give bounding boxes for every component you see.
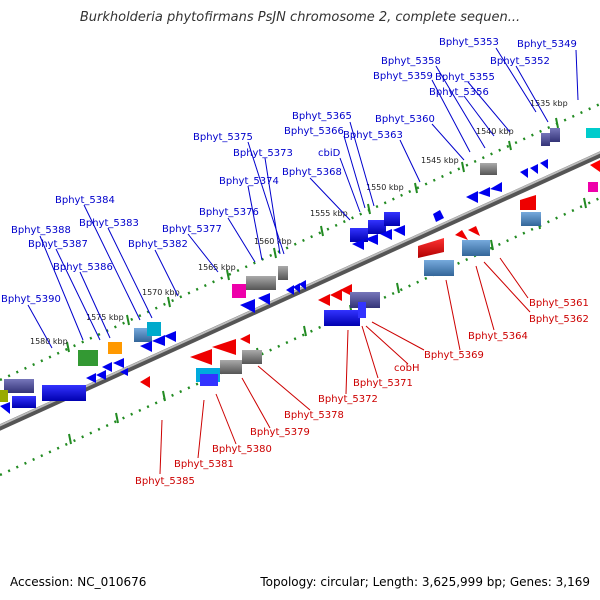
- gene-label: Bphyt_5378: [284, 410, 344, 421]
- gene-label: Bphyt_5372: [318, 394, 378, 405]
- kbp-label: 1555 kbp: [310, 209, 348, 218]
- gene-label: Bphyt_5364: [468, 331, 528, 342]
- kbp-label: 1535 kbp: [530, 99, 568, 108]
- gene-label: Bphyt_5385: [135, 476, 195, 487]
- kbp-label: 1540 kbp: [476, 127, 514, 136]
- gene-label: Bphyt_5356: [429, 87, 489, 98]
- kbp-label: 1545 kbp: [421, 156, 459, 165]
- map-title: Burkholderia phytofirmans PsJN chromosom…: [79, 10, 521, 25]
- reverse-track-guide: [0, 196, 600, 477]
- forward-connectors: [27, 47, 579, 349]
- reverse-gene-labels: Bphyt_5361 Bphyt_5362 Bphyt_5364 Bphyt_5…: [135, 298, 589, 487]
- gene-label: Bphyt_5377: [162, 224, 222, 235]
- gene-label: Bphyt_5375: [193, 132, 253, 143]
- reverse-connectors: [159, 257, 531, 475]
- gene-label: Bphyt_5379: [250, 427, 310, 438]
- gene-label: Bphyt_5390: [1, 294, 61, 305]
- gene-label: Bphyt_5386: [53, 262, 113, 273]
- gene-label: Bphyt_5373: [233, 148, 293, 159]
- gene-label: Bphyt_5371: [353, 378, 413, 389]
- gene-label: Bphyt_5365: [292, 111, 352, 122]
- gene-label: Bphyt_5374: [219, 176, 279, 187]
- gene-label: cbiD: [318, 148, 341, 159]
- gene-label: Bphyt_5381: [174, 459, 234, 470]
- gene-label: cobH: [394, 363, 419, 374]
- gene-label: Bphyt_5376: [199, 207, 259, 218]
- forward-track-guide: [0, 102, 600, 382]
- forward-gene-glyphs: [0, 128, 600, 414]
- gene-label: Bphyt_5388: [11, 225, 71, 236]
- gene-label: Bphyt_5387: [28, 239, 88, 250]
- gene-label: Bphyt_5368: [282, 167, 342, 178]
- gene-label: Bphyt_5382: [128, 239, 188, 250]
- gene-label: Bphyt_5355: [435, 72, 495, 83]
- kbp-label: 1560 kbp: [254, 237, 292, 246]
- gene-label: Bphyt_5358: [381, 56, 441, 67]
- gene-label: Bphyt_5352: [490, 56, 550, 67]
- gene-label: Bphyt_5369: [424, 350, 484, 361]
- gene-label: Bphyt_5360: [375, 114, 435, 125]
- kbp-label: 1575 kbp: [86, 313, 124, 322]
- accession-text: Accession: NC_010676: [10, 575, 147, 589]
- gene-label: Bphyt_5362: [529, 314, 589, 325]
- gene-label: Bphyt_5359: [373, 71, 433, 82]
- forward-major-ticks: [66, 117, 559, 353]
- gene-label: Bphyt_5366: [284, 126, 344, 137]
- gene-label: Bphyt_5363: [343, 130, 403, 141]
- kbp-label: 1570 kbp: [142, 288, 180, 297]
- gene-label: Bphyt_5349: [517, 39, 577, 50]
- gene-label: Bphyt_5383: [79, 218, 139, 229]
- reverse-gene-glyphs: [140, 160, 600, 388]
- gene-label: Bphyt_5384: [55, 195, 115, 206]
- gene-label: Bphyt_5361: [529, 298, 589, 309]
- gene-label: Bphyt_5353: [439, 37, 499, 48]
- forward-gene-labels: Bphyt_5353 Bphyt_5349 Bphyt_5358 Bphyt_5…: [1, 37, 577, 305]
- kbp-label: 1565 kbp: [198, 263, 236, 272]
- genome-summary-text: Topology: circular; Length: 3,625,999 bp…: [260, 575, 590, 589]
- kbp-label: 1550 kbp: [366, 183, 404, 192]
- gene-label: Bphyt_5380: [212, 444, 272, 455]
